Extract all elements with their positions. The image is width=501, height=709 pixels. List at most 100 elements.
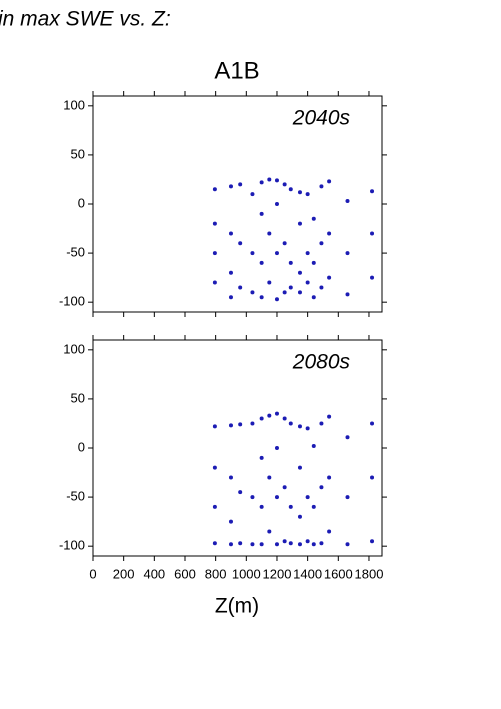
y-tick-label: -100 — [59, 538, 85, 553]
scatter-point — [319, 241, 324, 246]
scatter-point — [370, 475, 375, 480]
scatter-point — [282, 290, 287, 295]
scatter-point — [259, 260, 264, 265]
scatter-point — [288, 504, 293, 509]
scatter-point — [288, 421, 293, 426]
scatter-point — [267, 529, 272, 534]
scatter-point — [311, 295, 316, 300]
scatter-point — [259, 295, 264, 300]
scatter-point — [212, 221, 217, 226]
scatter-point — [228, 295, 233, 300]
y-tick-label: 100 — [63, 341, 85, 356]
scatter-point — [305, 251, 310, 256]
y-tick-label: 50 — [71, 146, 85, 161]
scatter-point — [345, 292, 350, 297]
scatter-point — [274, 297, 279, 302]
scatter-point — [305, 539, 310, 544]
x-tick-label: 1800 — [355, 566, 384, 581]
scatter-point — [259, 416, 264, 421]
x-tick-label: 1600 — [324, 566, 353, 581]
scatter-point — [297, 290, 302, 295]
scatter-point — [250, 192, 255, 197]
scatter-point — [370, 539, 375, 544]
scatter-point — [250, 495, 255, 500]
scatter-point — [297, 190, 302, 195]
scatter-point — [274, 446, 279, 450]
scatter-point — [297, 465, 302, 470]
scatter-point — [288, 187, 293, 192]
y-tick-label: 0 — [78, 439, 85, 454]
x-tick-label: 1400 — [293, 566, 322, 581]
scatter-point — [327, 275, 332, 280]
scatter-point — [297, 514, 302, 519]
x-tick-label: 1000 — [232, 566, 261, 581]
scatter-point — [327, 529, 332, 534]
panel-annotation: 2040s — [292, 107, 351, 130]
scatter-point — [297, 270, 302, 275]
x-tick-label: 200 — [113, 566, 135, 581]
scatter-point — [212, 187, 217, 192]
scatter-point — [305, 426, 310, 431]
scatter-point — [282, 485, 287, 490]
y-tick-label: 100 — [63, 97, 85, 112]
scatter-point — [267, 413, 272, 418]
scatter-point — [274, 411, 279, 416]
scatter-point — [345, 199, 350, 204]
scatter-point — [259, 455, 264, 460]
scatter-point — [370, 231, 375, 236]
scatter-point — [212, 424, 217, 429]
scatter-point — [238, 285, 243, 290]
scatter-point — [282, 182, 287, 187]
scatter-point — [238, 241, 243, 246]
scatter-point — [267, 177, 272, 182]
scatter-point — [370, 421, 375, 426]
scatter-point — [250, 251, 255, 256]
scatter-point — [319, 421, 324, 426]
scatter-point — [250, 542, 255, 547]
x-tick-label: 1200 — [263, 566, 292, 581]
scatter-point — [267, 475, 272, 480]
scatter-point — [327, 475, 332, 480]
chart-title: A1B — [214, 57, 259, 84]
scatter-point — [345, 251, 350, 256]
scatter-point — [311, 542, 316, 547]
y-tick-label: 0 — [78, 195, 85, 210]
scatter-point — [274, 495, 279, 500]
scatter-point — [259, 504, 264, 509]
scatter-point — [238, 422, 243, 427]
header-text: in max SWE vs. Z: — [0, 8, 171, 31]
scatter-point — [305, 280, 310, 285]
scatter-point — [297, 221, 302, 226]
scatter-point — [228, 423, 233, 428]
scatter-point — [305, 495, 310, 500]
scatter-point — [327, 231, 332, 236]
x-tick-label: 600 — [174, 566, 196, 581]
y-tick-label: -100 — [59, 294, 85, 309]
scatter-point — [282, 241, 287, 246]
scatter-point — [274, 251, 279, 256]
scatter-point — [212, 541, 217, 546]
scatter-point — [212, 251, 217, 256]
scatter-point — [319, 285, 324, 290]
scatter-point — [228, 519, 233, 524]
scatter-point — [228, 184, 233, 189]
y-tick-label: 50 — [71, 390, 85, 405]
scatter-point — [288, 260, 293, 265]
scatter-point — [345, 435, 350, 440]
panel-annotation: 2080s — [292, 351, 351, 374]
scatter-point — [250, 290, 255, 295]
scatter-point — [370, 275, 375, 280]
scatter-point — [274, 178, 279, 183]
scatter-point — [228, 542, 233, 547]
scatter-point — [305, 192, 310, 197]
scatter-point — [274, 202, 279, 206]
scatter-point — [267, 280, 272, 285]
scatter-point — [212, 280, 217, 285]
scatter-point — [345, 495, 350, 500]
scatter-point — [311, 504, 316, 509]
scatter-point — [282, 539, 287, 544]
scatter-point — [327, 414, 332, 419]
scatter-point — [370, 189, 375, 194]
scatter-point — [274, 542, 279, 547]
